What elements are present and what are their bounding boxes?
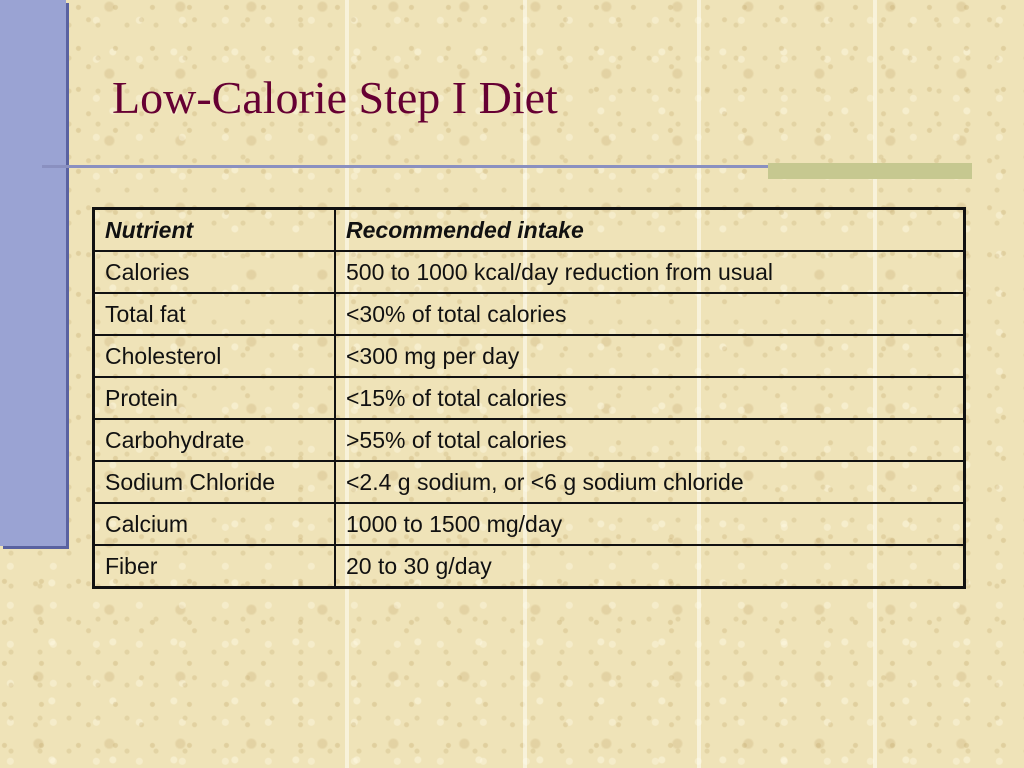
nutrient-cell: Calcium [92,502,336,546]
intake-cell: <15% of total calories [334,376,966,420]
intake-cell: <2.4 g sodium, or <6 g sodium chloride [334,460,966,504]
table-row: Cholesterol <300 mg per day [92,334,966,378]
nutrient-cell: Cholesterol [92,334,336,378]
nutrient-cell: Total fat [92,292,336,336]
left-accent-bar [0,0,66,546]
header-nutrient: Nutrient [92,207,336,252]
intake-cell: <30% of total calories [334,292,966,336]
intake-cell: 20 to 30 g/day [334,544,966,589]
intake-cell: 500 to 1000 kcal/day reduction from usua… [334,250,966,294]
table-row: Protein <15% of total calories [92,376,966,420]
nutrient-cell: Carbohydrate [92,418,336,462]
intake-cell: <300 mg per day [334,334,966,378]
table-row: Total fat <30% of total calories [92,292,966,336]
nutrient-cell: Protein [92,376,336,420]
table-row: Sodium Chloride <2.4 g sodium, or <6 g s… [92,460,966,504]
title-divider-accent [768,163,972,179]
nutrient-cell: Fiber [92,544,336,589]
nutrient-table-container: Nutrient Recommended intake Calories 500… [92,207,966,589]
intake-cell: >55% of total calories [334,418,966,462]
table-row: Calories 500 to 1000 kcal/day reduction … [92,250,966,294]
slide-title: Low-Calorie Step I Diet [112,72,558,123]
table-row: Fiber 20 to 30 g/day [92,544,966,589]
table-header-row: Nutrient Recommended intake [92,207,966,252]
nutrient-table: Nutrient Recommended intake Calories 500… [92,207,966,589]
header-recommended-intake: Recommended intake [334,207,966,252]
nutrient-cell: Sodium Chloride [92,460,336,504]
title-divider [42,165,972,168]
table-row: Carbohydrate >55% of total calories [92,418,966,462]
nutrient-cell: Calories [92,250,336,294]
table-row: Calcium 1000 to 1500 mg/day [92,502,966,546]
intake-cell: 1000 to 1500 mg/day [334,502,966,546]
